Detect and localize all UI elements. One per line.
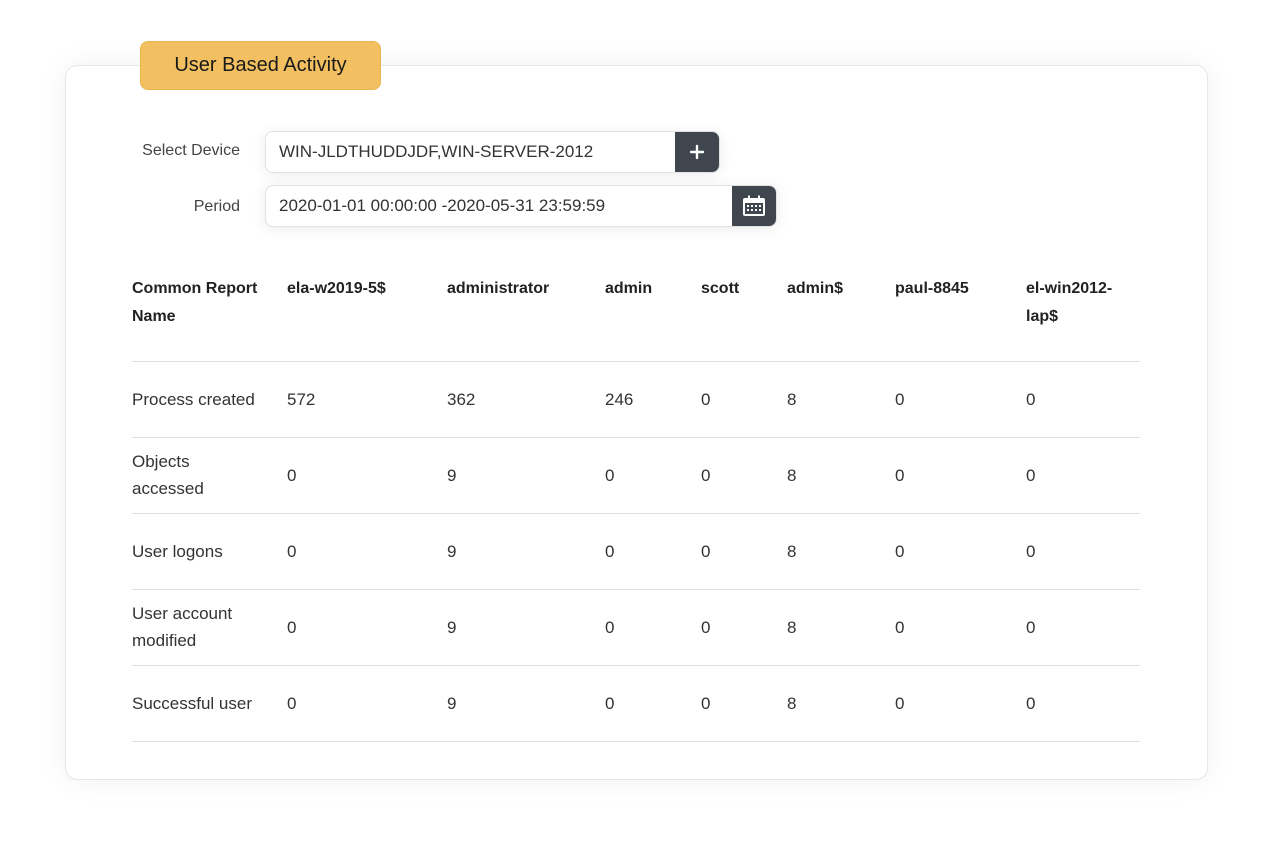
count-cell: 0 bbox=[605, 437, 701, 514]
column-header: scott bbox=[701, 270, 787, 362]
count-cell: 8 bbox=[787, 665, 895, 742]
count-cell: 0 bbox=[701, 589, 787, 666]
user-activity-table: Common Report Name ela-w2019-5$ administra… bbox=[132, 270, 1140, 742]
column-header: administrator bbox=[447, 270, 605, 362]
count-cell: 0 bbox=[895, 589, 1026, 666]
count-cell: 0 bbox=[895, 513, 1026, 590]
table-row: Process created 572 362 246 0 8 0 0 bbox=[132, 361, 1140, 438]
page-title: User Based Activity bbox=[140, 41, 381, 90]
count-cell: 0 bbox=[1026, 361, 1140, 438]
table-row: Objects accessed 0 9 0 0 8 0 0 bbox=[132, 437, 1140, 514]
period-label: Period bbox=[193, 198, 240, 215]
count-cell: 0 bbox=[895, 437, 1026, 514]
count-cell: 0 bbox=[287, 513, 447, 590]
period-field[interactable]: 2020-01-01 00:00:00 -2020-05-31 23:59:59 bbox=[265, 185, 777, 227]
calendar-button[interactable] bbox=[732, 186, 776, 226]
count-cell: 0 bbox=[1026, 589, 1140, 666]
table-header-row: Common Report Name ela-w2019-5$ administra… bbox=[132, 270, 1140, 362]
count-cell: 0 bbox=[287, 665, 447, 742]
count-cell: 246 bbox=[605, 361, 701, 438]
count-cell: 9 bbox=[447, 513, 605, 590]
count-cell: 0 bbox=[605, 513, 701, 590]
add-device-button[interactable] bbox=[675, 132, 719, 172]
count-cell: 0 bbox=[701, 513, 787, 590]
plus-icon bbox=[689, 144, 705, 160]
count-cell: 0 bbox=[701, 437, 787, 514]
count-cell: 8 bbox=[787, 437, 895, 514]
count-cell: 9 bbox=[447, 437, 605, 514]
report-name-cell: User logons bbox=[132, 513, 287, 590]
count-cell: 9 bbox=[447, 589, 605, 666]
count-cell: 362 bbox=[447, 361, 605, 438]
column-header: el-win2012-lap$ bbox=[1026, 270, 1140, 362]
select-device-field[interactable]: WIN-JLDTHUDDJDF,WIN-SERVER-2012 bbox=[265, 131, 720, 173]
column-header: Common Report Name bbox=[132, 270, 287, 362]
column-header: ela-w2019-5$ bbox=[287, 270, 447, 362]
table-row: Successful user 0 9 0 0 8 0 0 bbox=[132, 665, 1140, 742]
report-name-cell: Objects accessed bbox=[132, 437, 287, 514]
count-cell: 9 bbox=[447, 665, 605, 742]
calendar-icon bbox=[743, 195, 765, 216]
report-name-cell: User account modified bbox=[132, 589, 287, 666]
count-cell: 0 bbox=[287, 437, 447, 514]
count-cell: 0 bbox=[1026, 437, 1140, 514]
count-cell: 0 bbox=[895, 665, 1026, 742]
count-cell: 0 bbox=[701, 361, 787, 438]
period-value[interactable]: 2020-01-01 00:00:00 -2020-05-31 23:59:59 bbox=[279, 196, 606, 215]
select-device-label: Select Device bbox=[142, 142, 240, 159]
report-name-cell: Successful user bbox=[132, 665, 287, 742]
count-cell: 8 bbox=[787, 589, 895, 666]
column-header: paul-8845 bbox=[895, 270, 1026, 362]
count-cell: 0 bbox=[287, 589, 447, 666]
count-cell: 0 bbox=[701, 665, 787, 742]
count-cell: 0 bbox=[1026, 513, 1140, 590]
count-cell: 572 bbox=[287, 361, 447, 438]
select-device-value[interactable]: WIN-JLDTHUDDJDF,WIN-SERVER-2012 bbox=[279, 142, 594, 161]
count-cell: 0 bbox=[1026, 665, 1140, 742]
column-header: admin$ bbox=[787, 270, 895, 362]
count-cell: 0 bbox=[895, 361, 1026, 438]
count-cell: 0 bbox=[605, 589, 701, 666]
count-cell: 8 bbox=[787, 361, 895, 438]
count-cell: 0 bbox=[605, 665, 701, 742]
table-row: User account modified 0 9 0 0 8 0 0 bbox=[132, 589, 1140, 666]
table-row: User logons 0 9 0 0 8 0 0 bbox=[132, 513, 1140, 590]
report-name-cell: Process created bbox=[132, 361, 287, 438]
column-header: admin bbox=[605, 270, 701, 362]
count-cell: 8 bbox=[787, 513, 895, 590]
